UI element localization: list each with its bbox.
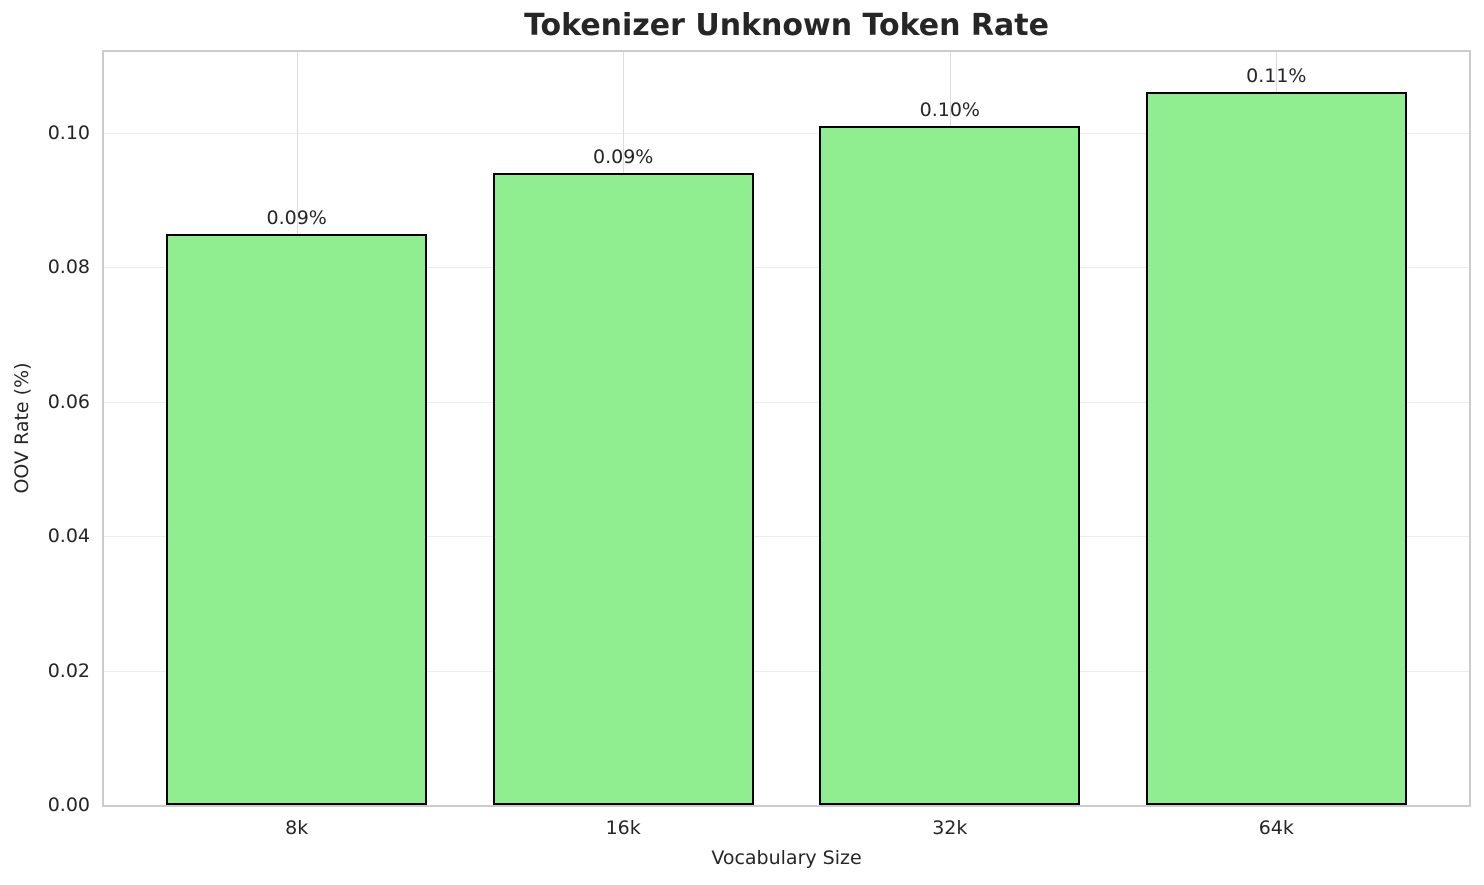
x-tick-label: 32k bbox=[932, 817, 968, 839]
x-tick-label: 8k bbox=[285, 817, 309, 839]
y-tick-label: 0.06 bbox=[47, 390, 90, 413]
x-tick-label: 64k bbox=[1258, 817, 1294, 839]
y-axis-label: OOV Rate (%) bbox=[11, 362, 33, 494]
y-gridline bbox=[104, 267, 1469, 269]
bar-value-label: 0.09% bbox=[593, 146, 654, 168]
bar-value-label: 0.09% bbox=[266, 206, 327, 229]
bar-value-label: 0.11% bbox=[1246, 65, 1307, 88]
y-tick-label: 0.00 bbox=[47, 794, 90, 816]
y-gridline bbox=[104, 401, 1469, 403]
x-axis-label: Vocabulary Size bbox=[711, 847, 862, 869]
y-tick-label: 0.04 bbox=[47, 525, 90, 548]
bar-32k bbox=[819, 126, 1081, 805]
x-tick-label: 16k bbox=[605, 817, 641, 839]
y-gridline bbox=[104, 670, 1469, 672]
y-gridline bbox=[104, 132, 1469, 134]
bar-64k bbox=[1145, 92, 1407, 805]
y-tick-label: 0.02 bbox=[47, 659, 90, 682]
y-tick-label: 0.08 bbox=[47, 256, 90, 279]
chart-title: Tokenizer Unknown Token Rate bbox=[524, 8, 1049, 43]
plot-area: 0.09% 0.09% 0.10% 0.11% bbox=[102, 50, 1471, 807]
y-tick-label: 0.10 bbox=[47, 121, 90, 144]
bar-value-label: 0.10% bbox=[919, 99, 980, 121]
bar-8k bbox=[166, 233, 428, 805]
bar-16k bbox=[492, 173, 754, 805]
y-gridline bbox=[104, 536, 1469, 538]
